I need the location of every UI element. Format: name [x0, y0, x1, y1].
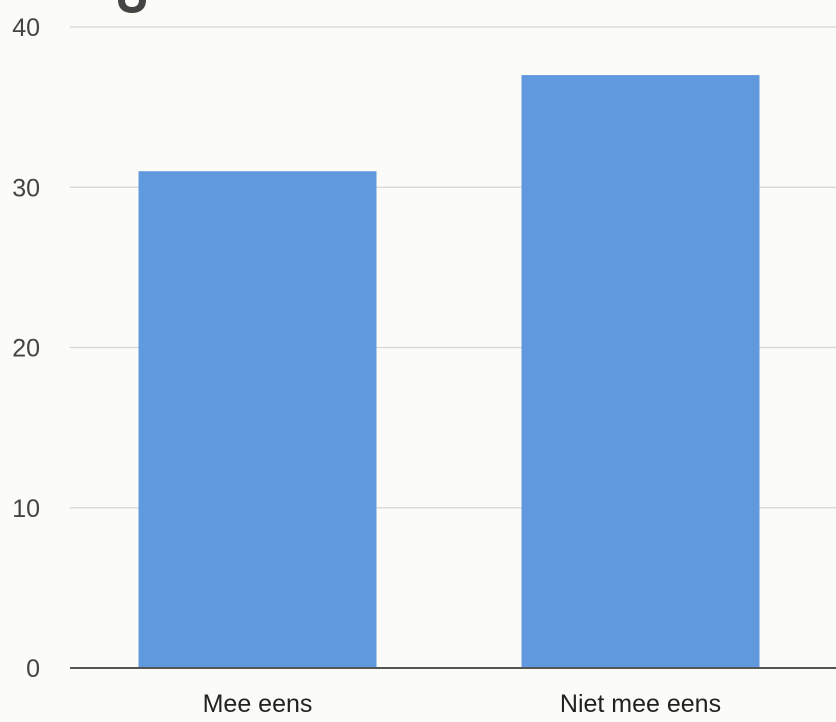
y-axis-ticks: 0 10 20 30 40: [12, 14, 40, 683]
cropped-title-fragment: [118, 0, 146, 13]
bar-mee-eens[interactable]: [138, 171, 377, 668]
bar-niet-mee-eens[interactable]: [521, 75, 760, 668]
y-tick-label-0: 0: [26, 655, 40, 683]
x-axis-categories: Mee eens Niet mee eens: [203, 690, 722, 718]
x-category-label-mee-eens: Mee eens: [203, 690, 313, 718]
y-tick-label-20: 20: [12, 335, 40, 363]
x-category-label-niet-mee-eens: Niet mee eens: [560, 690, 721, 718]
y-tick-label-10: 10: [12, 495, 40, 523]
bars: [138, 75, 760, 668]
y-tick-label-30: 30: [12, 174, 40, 202]
y-tick-label-40: 40: [12, 14, 40, 42]
